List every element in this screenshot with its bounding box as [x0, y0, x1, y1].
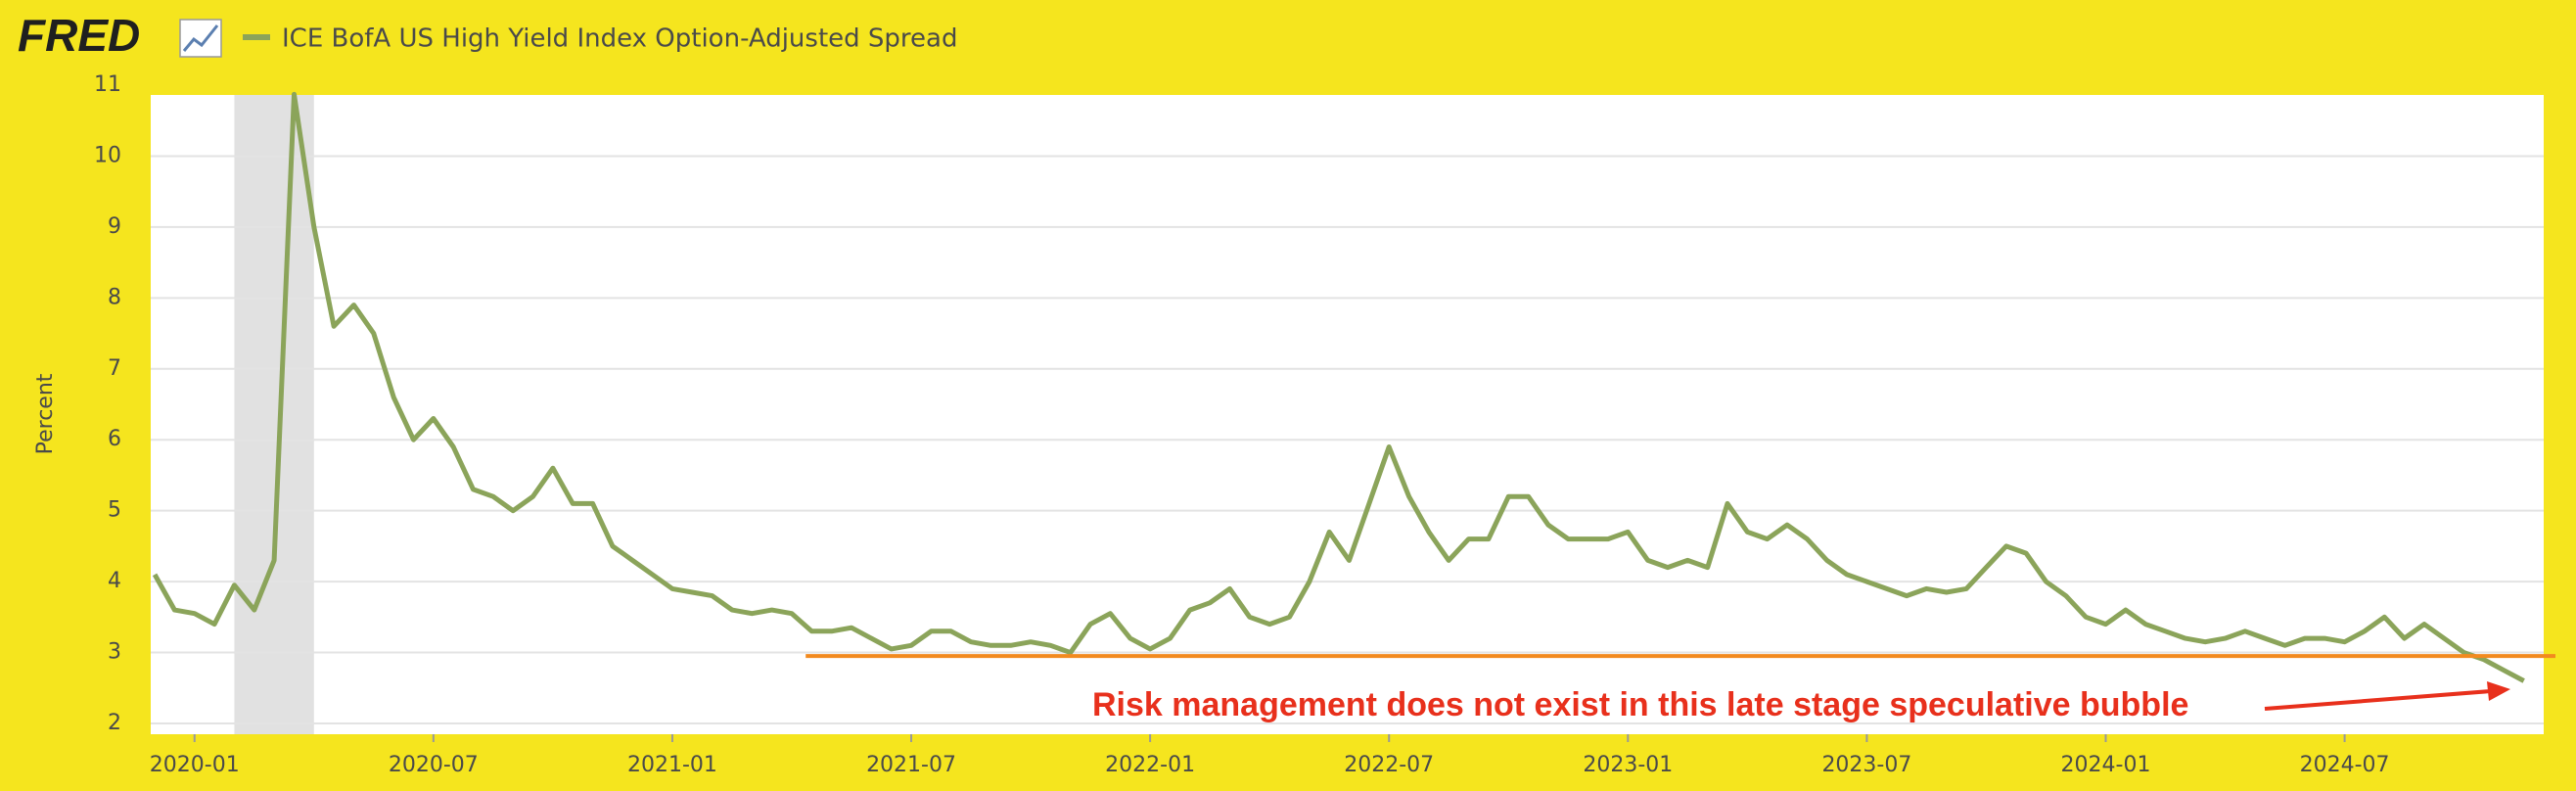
annotation-arrowhead: [2487, 681, 2510, 701]
y-tick-label: 6: [108, 427, 121, 451]
logo-icon: [179, 19, 222, 58]
y-tick-label: 2: [108, 711, 121, 735]
y-tick-label: 9: [108, 214, 121, 239]
y-tick-label: 7: [108, 356, 121, 381]
y-tick-label: 3: [108, 640, 121, 665]
legend-label: ICE BofA US High Yield Index Option-Adju…: [282, 24, 957, 54]
x-tick-label: 2024-07: [2300, 753, 2390, 777]
y-tick-label: 4: [108, 569, 121, 593]
y-tick-label: 5: [108, 498, 121, 523]
x-tick-label: 2023-07: [1821, 753, 1911, 777]
x-tick-label: 2022-01: [1105, 753, 1195, 777]
x-tick-label: 2022-07: [1344, 753, 1434, 777]
series-line: [152, 91, 2525, 683]
x-tick-label: 2023-01: [1583, 753, 1673, 777]
y-tick-label: 10: [94, 143, 121, 167]
x-tick-label: 2024-01: [2061, 753, 2151, 777]
x-tick-label: 2020-01: [150, 753, 240, 777]
annotation-text: Risk management does not exist in this l…: [1092, 686, 2188, 723]
annotation-arrow: [2264, 689, 2492, 711]
x-tick-label: 2021-01: [627, 753, 717, 777]
y-tick-label: 8: [108, 285, 121, 309]
logo: FRED: [18, 10, 140, 61]
y-tick-label: 11: [94, 72, 121, 97]
recession-shading: [234, 95, 314, 734]
plot-area: [151, 95, 2544, 734]
x-tick-label: 2021-07: [866, 753, 956, 777]
x-tick-label: 2020-07: [389, 753, 479, 777]
y-axis-label: Percent: [33, 373, 58, 454]
